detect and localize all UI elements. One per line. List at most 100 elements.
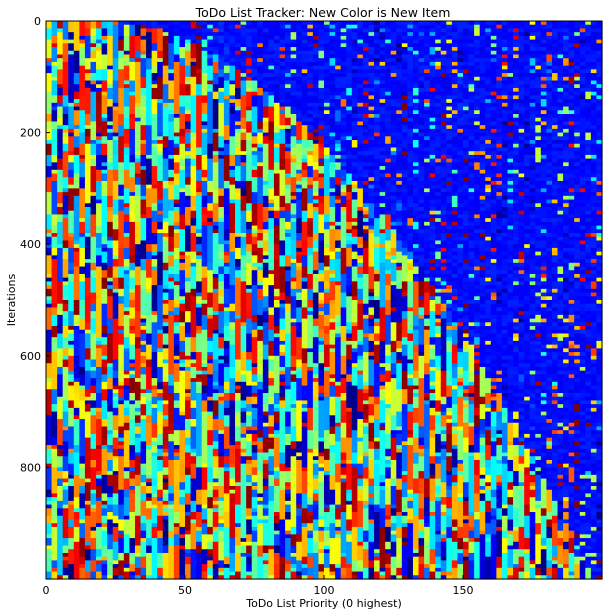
heatmap-cell <box>463 50 470 56</box>
heatmap-cell <box>168 106 175 111</box>
heatmap-cell <box>379 169 386 175</box>
heatmap-cell <box>574 162 581 167</box>
heatmap-cell <box>479 192 486 197</box>
heatmap-cell <box>535 73 542 78</box>
heatmap-cell <box>474 110 481 115</box>
heatmap-cell <box>357 50 364 56</box>
heatmap-cell <box>112 110 119 115</box>
heatmap-cell <box>396 28 403 33</box>
heatmap-cell <box>262 136 269 141</box>
heatmap-cell <box>490 80 497 85</box>
heatmap-cell <box>101 151 108 156</box>
heatmap-cell <box>424 188 431 193</box>
heatmap-cell <box>296 188 303 193</box>
heatmap-cell <box>329 143 336 149</box>
heatmap-cell <box>596 102 603 108</box>
heatmap-cell <box>168 184 175 189</box>
heatmap-cell <box>579 147 586 152</box>
heatmap-cell <box>240 128 247 134</box>
heatmap-cell <box>407 24 414 30</box>
heatmap-cell <box>418 47 425 52</box>
heatmap-cell <box>546 158 553 163</box>
heatmap-cell <box>457 199 464 204</box>
heatmap-cell <box>90 203 97 208</box>
heatmap-cell <box>279 84 286 89</box>
heatmap-cell <box>551 95 559 100</box>
heatmap-cell <box>463 136 470 141</box>
heatmap-cell <box>596 173 603 178</box>
heatmap-cell <box>379 136 386 141</box>
heatmap-cell <box>151 87 158 93</box>
heatmap-cell <box>474 169 481 175</box>
heatmap-cell <box>262 188 269 193</box>
heatmap-cell <box>407 28 414 33</box>
heatmap-cell <box>246 91 253 96</box>
heatmap-cell <box>407 140 414 145</box>
heatmap-cell <box>496 102 503 108</box>
heatmap-cell <box>407 199 414 204</box>
heatmap-cell <box>185 32 192 37</box>
heatmap-cell <box>218 169 225 175</box>
heatmap-cell <box>168 117 175 123</box>
heatmap-cell <box>418 91 425 96</box>
heatmap-cell <box>96 140 103 145</box>
heatmap-cell <box>335 32 342 37</box>
heatmap-cell <box>218 188 225 193</box>
heatmap-cell <box>412 65 420 70</box>
heatmap-cell <box>123 177 130 182</box>
heatmap-cell <box>435 80 442 85</box>
heatmap-cell <box>190 61 197 67</box>
heatmap-cell <box>307 117 314 123</box>
heatmap-cell <box>490 154 497 160</box>
heatmap-cell <box>340 195 347 201</box>
heatmap-cell <box>168 84 175 89</box>
heatmap-cell <box>118 35 125 41</box>
heatmap-cell <box>279 61 286 67</box>
heatmap-cell <box>51 151 58 156</box>
heatmap-cell <box>535 39 542 44</box>
heatmap-cell <box>151 125 158 130</box>
heatmap-cell <box>579 173 586 178</box>
heatmap-cell <box>146 192 153 197</box>
heatmap-cell <box>279 80 286 85</box>
heatmap-cell <box>440 91 447 96</box>
heatmap-cell <box>340 188 347 193</box>
heatmap-cell <box>574 199 581 204</box>
heatmap-cell <box>479 91 486 96</box>
heatmap-cell <box>546 54 553 59</box>
heatmap-cell <box>490 147 497 152</box>
heatmap-cell <box>307 65 314 70</box>
heatmap-cell <box>185 173 192 178</box>
heatmap-cell <box>568 180 575 186</box>
heatmap-cell <box>357 84 364 89</box>
heatmap-cell <box>513 28 520 33</box>
heatmap-cell <box>340 192 347 197</box>
heatmap-cell <box>79 132 86 137</box>
heatmap-cell <box>196 147 203 152</box>
heatmap-cell <box>223 169 231 175</box>
heatmap-cell <box>212 125 219 130</box>
heatmap-cell <box>463 121 470 126</box>
heatmap-cell <box>451 99 459 104</box>
heatmap-cell <box>151 154 158 160</box>
heatmap-cell <box>307 128 314 134</box>
heatmap-cell <box>368 184 375 189</box>
heatmap-cell <box>540 184 547 189</box>
heatmap-cell <box>229 195 236 201</box>
heatmap-cell <box>190 143 197 149</box>
heatmap-cell <box>268 162 275 167</box>
heatmap-cell <box>379 24 386 30</box>
heatmap-cell <box>235 162 242 167</box>
heatmap-cell <box>285 54 292 59</box>
heatmap-cell <box>201 61 208 67</box>
heatmap-cell <box>112 180 119 186</box>
heatmap-cell <box>179 166 186 171</box>
heatmap-cell <box>190 140 197 145</box>
heatmap-cell <box>118 61 125 67</box>
heatmap-cell <box>490 132 497 137</box>
heatmap-cell <box>112 80 119 85</box>
heatmap-cell <box>79 128 86 134</box>
heatmap-cell <box>251 188 258 193</box>
heatmap-cell <box>84 91 92 96</box>
heatmap-cell <box>240 99 247 104</box>
